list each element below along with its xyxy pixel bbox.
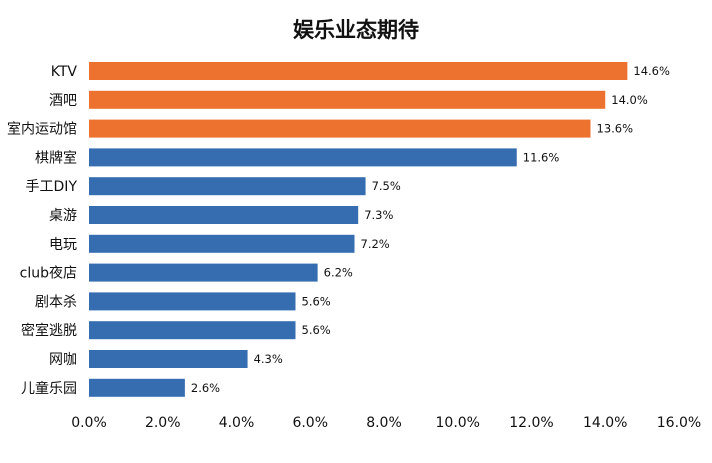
bar: [89, 90, 606, 109]
bar: [89, 350, 248, 368]
category-label: 桌游: [49, 208, 77, 224]
bar: [89, 177, 366, 196]
category-label: 棋牌室: [35, 149, 77, 166]
data-label: 11.6%: [523, 150, 560, 164]
data-label: 7.3%: [364, 208, 393, 222]
chart-title: 娱乐业态期待: [293, 18, 419, 42]
data-label: 4.3%: [254, 352, 283, 366]
x-tick-label: 10.0%: [436, 415, 480, 431]
bar: [89, 234, 355, 253]
data-label: 14.6%: [633, 64, 670, 78]
category-label: 手工DIY: [26, 179, 78, 195]
category-label: 酒吧: [49, 93, 77, 109]
category-label: 室内运动馆: [7, 121, 77, 138]
data-label: 7.5%: [372, 179, 401, 193]
category-label: club夜店: [20, 266, 77, 282]
bar: [89, 206, 359, 224]
data-label: 5.6%: [302, 294, 331, 308]
category-label: 剧本杀: [35, 294, 77, 310]
x-tick-label: 4.0%: [219, 415, 255, 431]
bar: [89, 148, 517, 167]
bar: [89, 321, 296, 340]
bar: [89, 263, 318, 282]
data-label: 7.2%: [361, 237, 390, 251]
x-tick-label: 8.0%: [366, 415, 402, 431]
x-tick-label: 14.0%: [583, 415, 627, 431]
bar: [89, 62, 628, 80]
data-label: 13.6%: [597, 122, 634, 136]
data-label: 6.2%: [324, 266, 353, 280]
category-label: 电玩: [49, 237, 77, 253]
bar: [89, 119, 591, 138]
x-tick-label: 2.0%: [145, 415, 181, 431]
x-tick-label: 12.0%: [509, 415, 553, 431]
data-label: 14.0%: [611, 93, 648, 107]
bar: [89, 292, 296, 311]
x-tick-label: 16.0%: [657, 415, 701, 431]
x-tick-label: 0.0%: [71, 415, 107, 431]
data-label: 5.6%: [302, 323, 331, 337]
category-label: KTV: [51, 64, 78, 80]
category-label: 网咖: [49, 352, 77, 368]
category-label: 密室逃脱: [21, 322, 77, 339]
data-label: 2.6%: [191, 381, 220, 395]
x-tick-label: 6.0%: [292, 415, 328, 431]
category-label: 儿童乐园: [21, 380, 77, 397]
bar: [89, 378, 185, 397]
